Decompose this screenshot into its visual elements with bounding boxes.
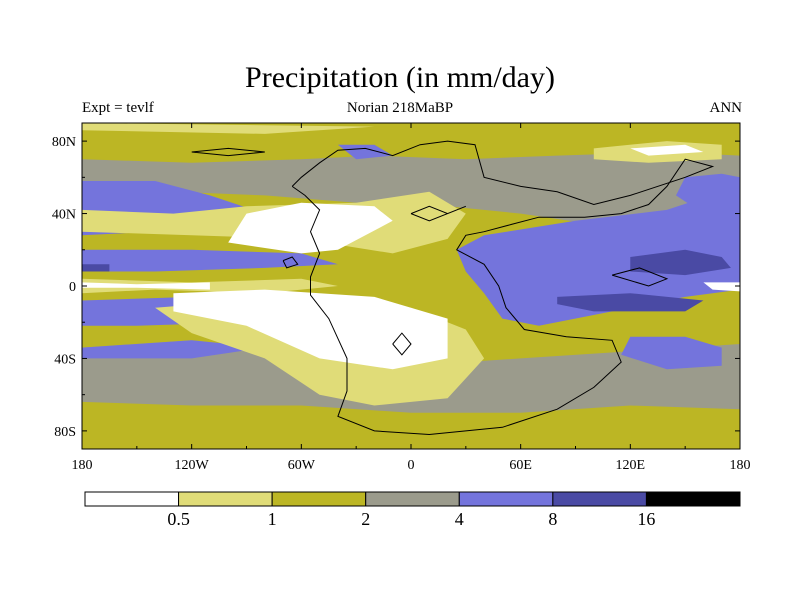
colorbar-level-label: 0.5 <box>167 509 190 529</box>
coastline-east-arc <box>611 267 669 287</box>
coastline-pangaea <box>291 140 715 436</box>
fill-tropical-core-north <box>630 249 731 276</box>
fill-nw-blue <box>337 144 393 160</box>
fill-eq-north-blue <box>82 249 338 272</box>
fill-east-blue <box>676 173 740 214</box>
colorbar-bin <box>458 491 554 507</box>
period-label: Norian 218MaBP <box>346 100 454 116</box>
x-tick-label: 60W <box>288 458 316 473</box>
fill-south-desert <box>173 289 448 370</box>
fill-ne-white <box>630 144 704 156</box>
fill-south-pacific-blue <box>82 340 265 359</box>
x-tick-label: 120E <box>616 458 646 473</box>
chart-title: Precipitation (in mm/day) <box>245 61 555 94</box>
x-axis: 180 120W 60W 0 60E 120E 180 <box>72 123 751 473</box>
coastline-inland-sea <box>410 205 466 222</box>
colorbar-level-label: 1 <box>268 509 277 529</box>
coastline-arctic-islands <box>191 147 265 157</box>
x-tick-label: 180 <box>72 458 93 473</box>
colorbar-bin <box>552 491 647 507</box>
y-tick-label: 40N <box>52 208 76 223</box>
x-tick-label: 0 <box>408 458 415 473</box>
experiment-label: Expt = tevlf <box>82 100 154 116</box>
season-label: ANN <box>709 100 743 116</box>
colorbar-level-label: 16 <box>637 509 655 529</box>
fill-tethys-blue <box>456 188 740 326</box>
fill-pacific-core <box>82 264 110 272</box>
contour-fill-layer <box>82 123 740 449</box>
fill-north-storm-track <box>82 152 740 236</box>
fill-south-polar <box>82 409 740 449</box>
colorbar: 0.5 1 2 4 8 16 <box>84 491 741 529</box>
coastline-layer <box>191 140 715 436</box>
x-tick-label: 180 <box>730 458 751 473</box>
coastline-west-island <box>282 256 299 269</box>
colorbar-bin <box>178 491 273 507</box>
colorbar-bin <box>645 491 741 507</box>
y-tick-label: 80N <box>52 135 76 150</box>
y-axis: 80N 40N 0 40S 80S <box>52 135 740 440</box>
fill-north-desert <box>228 202 393 254</box>
colorbar-bin <box>271 491 367 507</box>
fill-equator-white <box>82 282 210 290</box>
colorbar-bin <box>84 491 180 507</box>
y-tick-label: 0 <box>69 280 76 295</box>
colorbar-level-label: 2 <box>361 509 370 529</box>
fill-tropical-core-south <box>557 293 704 312</box>
colorbar-level-label: 4 <box>455 509 464 529</box>
fill-south-east-blue <box>621 336 722 370</box>
y-tick-label: 80S <box>54 425 76 440</box>
fill-east-edge-white <box>703 282 740 292</box>
x-tick-label: 60E <box>509 458 532 473</box>
x-tick-label: 120W <box>175 458 210 473</box>
colorbar-level-label: 8 <box>548 509 557 529</box>
y-tick-label: 40S <box>54 352 76 367</box>
coastline-south-lake <box>392 332 412 356</box>
colorbar-bin <box>365 491 460 507</box>
fill-equator-light <box>82 278 338 294</box>
